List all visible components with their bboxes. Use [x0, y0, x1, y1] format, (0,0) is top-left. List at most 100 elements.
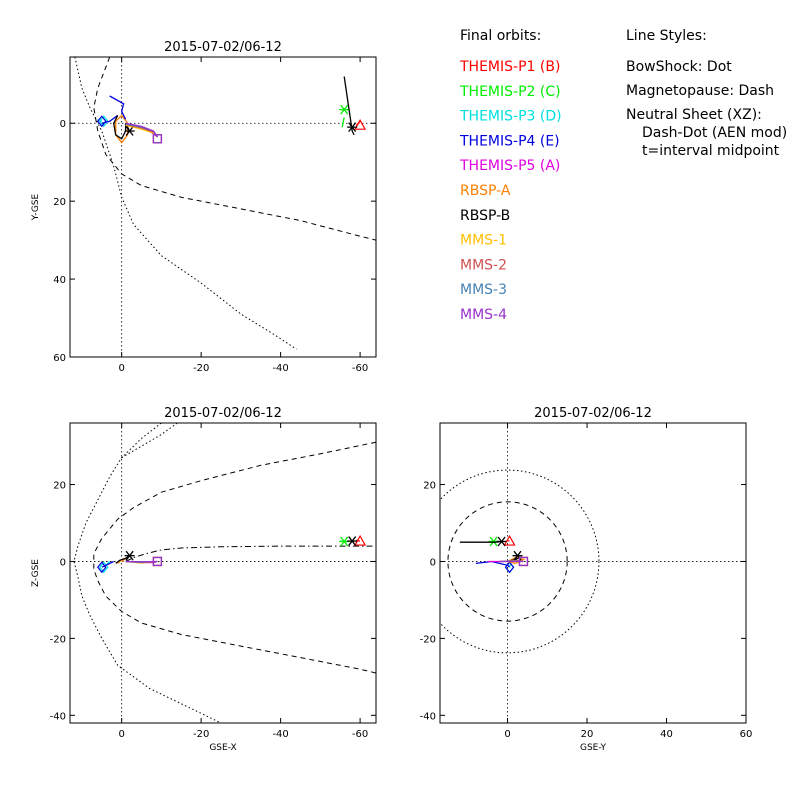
- track-themis-p4-e--marker: [97, 115, 107, 128]
- y-tick-label: -20: [50, 634, 66, 645]
- legend-style-label: t=interval midpoint: [642, 143, 780, 159]
- x-tick-label: 0: [118, 729, 124, 740]
- y-tick-label: 0: [60, 119, 66, 130]
- y-axis-label: Y-GSE: [31, 194, 41, 222]
- plot-area-yz: [440, 423, 746, 723]
- panel-title: 2015-07-02/06-12: [164, 406, 282, 421]
- panel-title: 2015-07-02/06-12: [164, 40, 282, 55]
- x-tick-label: -40: [272, 729, 288, 740]
- legend-styles-heading: Line Styles:: [626, 28, 707, 44]
- legend-spacecraft-label: THEMIS-P5 (A): [459, 158, 560, 174]
- track-rbsp-a: [507, 556, 526, 565]
- boundary-bowshock: [440, 469, 600, 654]
- legend-spacecraft-label: MMS-1: [460, 233, 507, 249]
- boundary-neutral-sheet: [125, 545, 376, 562]
- panel-title: 2015-07-02/06-12: [534, 406, 652, 421]
- plot-area-xz: [70, 423, 376, 723]
- legend-spacecraft-label: RBSP-A: [460, 183, 511, 199]
- asterisk-stroke: [348, 122, 357, 133]
- boundary-bowshock-upper: [121, 423, 178, 459]
- track-rbsp-b-marker: [347, 122, 358, 133]
- track-themis-p4-e--marker: [504, 561, 515, 574]
- track-themis-p4-e--marker: [97, 561, 107, 574]
- x-tick-label: -20: [193, 729, 209, 740]
- x-tick-label: -40: [272, 363, 288, 374]
- asterisk-stroke: [125, 126, 134, 136]
- x-axis-label: GSE-X: [209, 743, 236, 753]
- y-tick-label: 20: [53, 197, 66, 208]
- y-tick-label: 0: [430, 557, 436, 568]
- asterisk-stroke: [125, 550, 134, 561]
- track-rbsp-b: [343, 76, 355, 136]
- plot-frame-xz: [69, 422, 377, 724]
- boundary-magnetopause: [93, 57, 376, 241]
- legend-style-label: Magnetopause: Dash: [626, 83, 774, 99]
- x-tick-label: -60: [352, 363, 368, 374]
- track-themis-p2-c--marker: [339, 104, 350, 115]
- boundary-bowshock: [73, 423, 222, 723]
- y-tick-label: 20: [53, 481, 66, 492]
- legend-spacecraft-label: THEMIS-P2 (C): [459, 84, 561, 100]
- track-themis-p1-b--marker: [503, 534, 516, 546]
- track-themis-p4-e-: [109, 95, 127, 120]
- y-tick-label: -20: [420, 634, 436, 645]
- y-tick-label: -40: [420, 711, 436, 722]
- track-rbsp-b-marker: [124, 126, 135, 136]
- legend-style-label: BowShock: Dot: [626, 59, 732, 75]
- boundary-magnetopause: [93, 441, 376, 674]
- y-tick-label: 20: [423, 481, 436, 492]
- asterisk-stroke: [497, 536, 506, 547]
- track-themis-p2-c-: [341, 117, 345, 128]
- track-mms-4-marker: [152, 134, 163, 144]
- x-tick-label: 40: [660, 729, 673, 740]
- track-rbsp-b-marker: [124, 550, 135, 561]
- track-mms-4: [125, 122, 158, 138]
- legend-spacecraft-label: MMS-2: [460, 257, 507, 273]
- x-tick-label: 60: [740, 729, 753, 740]
- track-rbsp-b-marker: [347, 536, 358, 546]
- legend-style-label: Dash-Dot (AEN mod): [642, 125, 787, 141]
- legend-orbits-heading: Final orbits:: [460, 28, 541, 44]
- x-tick-label: 0: [504, 729, 510, 740]
- track-themis-p4-e-: [475, 560, 510, 568]
- boundary-bowshock: [74, 57, 297, 350]
- track-themis-p3-d--marker: [504, 561, 515, 574]
- track-rbsp-b: [115, 555, 130, 564]
- x-tick-label: 20: [581, 729, 594, 740]
- track-themis-p1-b--marker: [354, 534, 367, 546]
- plot-frame-xy: [69, 56, 377, 358]
- legend-spacecraft-label: RBSP-B: [460, 208, 510, 224]
- boundary-magnetopause: [447, 501, 568, 622]
- plot-frame-yz: [439, 422, 747, 724]
- track-rbsp-b: [459, 540, 502, 543]
- track-themis-p1-b--marker: [354, 118, 367, 130]
- track-mms-4-marker: [152, 556, 163, 567]
- track-themis-p4-e-: [101, 560, 114, 568]
- y-axis-label: Z-GSE: [31, 559, 41, 587]
- track-mms-4-marker: [518, 556, 529, 567]
- y-tick-label: 40: [53, 275, 66, 286]
- asterisk-stroke: [513, 550, 522, 561]
- y-tick-label: -40: [50, 711, 66, 722]
- x-tick-label: 0: [118, 363, 124, 374]
- legend-spacecraft-label: THEMIS-P1 (B): [459, 59, 560, 75]
- asterisk-stroke: [340, 536, 349, 547]
- plot-area-xy: [70, 57, 376, 357]
- legend-spacecraft-label: THEMIS-P3 (D): [459, 109, 562, 125]
- panel-yz: [439, 422, 747, 724]
- legend-spacecraft-label: MMS-4: [460, 307, 507, 323]
- x-tick-label: -20: [193, 363, 209, 374]
- y-tick-label: 0: [60, 557, 66, 568]
- asterisk-stroke: [348, 536, 357, 546]
- track-themis-p3-d--marker: [99, 115, 109, 128]
- track-rbsp-b-marker: [496, 536, 507, 547]
- panel-xz: [69, 422, 377, 724]
- y-tick-label: 60: [53, 353, 66, 364]
- panel-xy: [69, 56, 377, 358]
- x-axis-label: GSE-Y: [580, 743, 607, 753]
- asterisk-stroke: [489, 536, 498, 547]
- legend-style-label: Neutral Sheet (XZ):: [626, 107, 762, 123]
- legend-spacecraft-label: THEMIS-P4 (E): [459, 133, 560, 149]
- x-tick-label: -60: [352, 729, 368, 740]
